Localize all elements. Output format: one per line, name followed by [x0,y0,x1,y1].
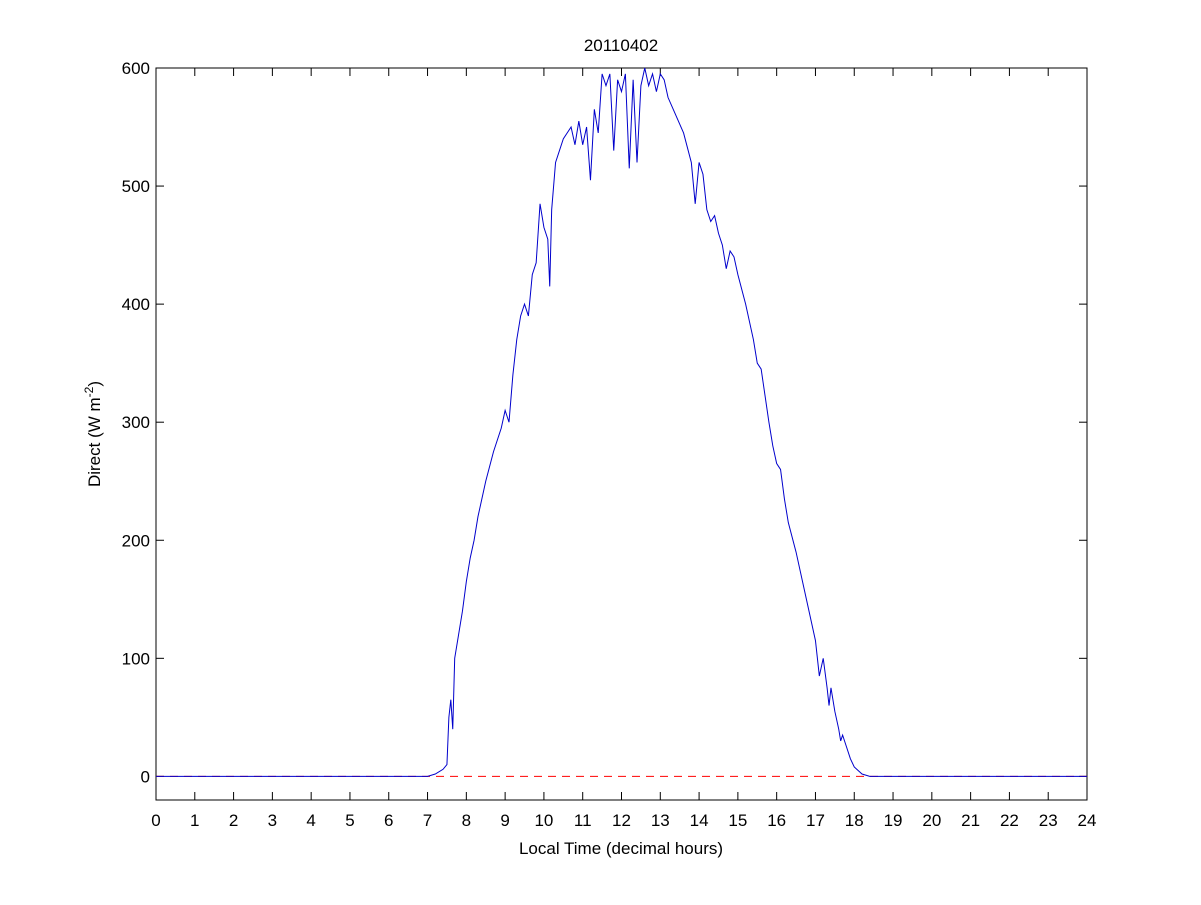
y-tick-label: 500 [122,177,150,196]
x-tick-label: 20 [922,811,941,830]
x-tick-label: 13 [651,811,670,830]
x-tick-label: 23 [1039,811,1058,830]
x-tick-label: 24 [1078,811,1097,830]
y-tick-label: 300 [122,413,150,432]
x-tick-label: 4 [306,811,315,830]
x-tick-label: 16 [767,811,786,830]
x-tick-label: 1 [190,811,199,830]
x-axis-label: Local Time (decimal hours) [519,839,723,858]
x-tick-label: 15 [728,811,747,830]
x-tick-label: 7 [423,811,432,830]
y-tick-label: 600 [122,59,150,78]
x-tick-label: 12 [612,811,631,830]
x-tick-label: 6 [384,811,393,830]
x-tick-label: 2 [229,811,238,830]
y-axis-label: Direct (W m-2) [82,381,104,487]
x-tick-label: 0 [151,811,160,830]
x-tick-label: 18 [845,811,864,830]
x-tick-label: 5 [345,811,354,830]
chart-title: 20110402 [584,36,658,55]
x-tick-label: 21 [961,811,980,830]
y-tick-label: 100 [122,649,150,668]
x-tick-label: 22 [1000,811,1019,830]
x-tick-label: 11 [574,811,592,830]
x-tick-label: 19 [884,811,903,830]
data-line [156,67,1087,777]
x-tick-label: 17 [806,811,825,830]
x-tick-label: 14 [690,811,709,830]
plot-area [155,67,1088,801]
x-tick-label: 3 [268,811,277,830]
y-tick-label: 0 [141,767,150,786]
y-tick-label: 200 [122,531,150,550]
x-tick-label: 10 [534,811,553,830]
x-tick-label: 9 [500,811,509,830]
x-tick-label: 8 [462,811,471,830]
y-tick-label: 400 [122,295,150,314]
